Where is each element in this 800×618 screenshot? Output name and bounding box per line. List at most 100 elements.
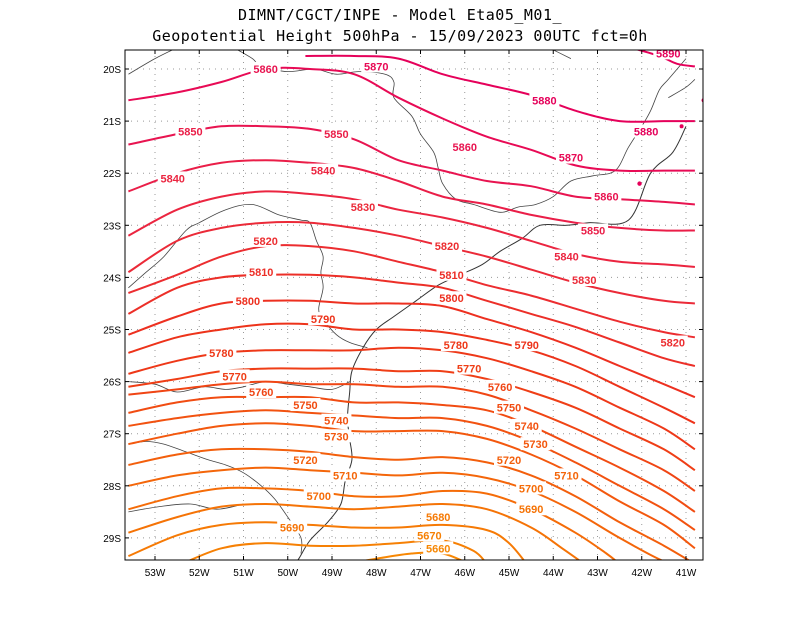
lat-label: 22S	[103, 169, 121, 180]
contour-label-5850: 5850	[581, 226, 605, 238]
lon-label: 51W	[233, 568, 254, 579]
contour-label-bg	[277, 520, 308, 534]
contour-label-bg	[321, 429, 352, 443]
contour-label-5880: 5880	[532, 95, 556, 107]
contour-label-5680: 5680	[426, 512, 450, 524]
contour-label-bg	[436, 267, 467, 281]
contour-label-bg	[516, 481, 547, 495]
contour-label-5670: 5670	[417, 530, 441, 542]
contour-label-bg	[529, 93, 560, 107]
lon-label: 44W	[543, 568, 564, 579]
contour-label-5750: 5750	[293, 400, 317, 412]
contour-label-bg	[347, 200, 378, 214]
contour-line-5720	[128, 447, 691, 560]
contour-label-bg	[361, 59, 392, 73]
contour-label-bg	[494, 400, 524, 414]
contour-label-bg	[308, 163, 339, 177]
chart-title-line-2: Geopotential Height 500hPa - 15/09/2023 …	[152, 27, 648, 45]
contour-label-5820: 5820	[253, 236, 277, 248]
contour-label-5660: 5660	[426, 543, 450, 555]
contour-line-5870	[128, 66, 695, 172]
lon-label: 53W	[145, 568, 166, 579]
contour-label-bg	[653, 50, 684, 60]
contour-label-5780: 5780	[209, 348, 233, 360]
contour-label-5700: 5700	[519, 483, 543, 495]
lon-label: 45W	[499, 568, 520, 579]
contour-line-5710	[128, 466, 664, 560]
contour-label-bg	[432, 239, 463, 253]
contour-label-bg	[511, 338, 542, 352]
contour-line-5670	[188, 539, 485, 560]
contour-labels: 5890 5860 5870 5880 5880 5850 5850 5860 5870 5840…	[157, 50, 688, 555]
island-marker	[637, 181, 642, 186]
contour-label-bg	[485, 379, 516, 393]
contour-line-5700	[128, 486, 617, 560]
contour-label-5770: 5770	[457, 364, 481, 376]
contour-label-bg	[423, 510, 454, 524]
contour-label-bg	[551, 468, 582, 482]
contour-label-5870: 5870	[364, 61, 388, 73]
contour-label-bg	[440, 338, 471, 352]
map-axes: 20S 21S 22S 23S 24S 25S 26S 27S 28S 29S 53W 52W 51W 5…	[103, 50, 703, 579]
contour-label-bg	[569, 273, 600, 287]
contour-label-bg	[436, 291, 467, 305]
contour-label-bg	[321, 127, 352, 141]
contour-label-5830: 5830	[351, 202, 375, 214]
contour-label-bg	[157, 171, 188, 185]
contour-label-bg	[631, 124, 662, 138]
contour-line-5750	[128, 395, 696, 513]
contour-line-5660	[362, 551, 463, 560]
contour-line-5850	[128, 159, 695, 232]
lon-label: 41W	[676, 568, 697, 579]
contour-label-5740: 5740	[514, 421, 538, 433]
lon-label: 52W	[189, 568, 210, 579]
contour-label-5860: 5860	[594, 192, 618, 204]
contour-label-5860: 5860	[253, 64, 277, 76]
contour-label-5840: 5840	[160, 173, 184, 185]
contour-label-5730: 5730	[324, 431, 348, 443]
contour-label-5840: 5840	[311, 166, 335, 178]
lon-label: 46W	[454, 568, 475, 579]
contour-label-5830: 5830	[572, 275, 596, 287]
contour-label-bg	[657, 335, 688, 349]
lon-label: 47W	[410, 568, 431, 579]
contour-label-5800: 5800	[439, 293, 463, 305]
contour-label-5850: 5850	[324, 129, 348, 141]
contour-label-5730: 5730	[523, 439, 547, 451]
contour-label-bg	[290, 452, 321, 466]
contour-label-5820: 5820	[435, 241, 459, 253]
contour-label-bg	[250, 62, 281, 75]
contour-label-5720: 5720	[293, 455, 317, 467]
contour-label-5690: 5690	[280, 522, 304, 534]
contour-line-5690	[128, 502, 581, 560]
contour-label-5840: 5840	[554, 252, 578, 264]
contour-label-bg	[290, 398, 321, 412]
contour-label-bg	[516, 502, 547, 516]
contour-line-5790	[128, 322, 696, 425]
contour-label-bg	[414, 528, 445, 542]
contour-line-5820	[128, 244, 696, 339]
contour-line-5840	[127, 190, 695, 268]
contour-label-bg	[219, 369, 250, 383]
contour-label-5850: 5850	[178, 127, 202, 139]
contour-label-5810: 5810	[439, 270, 463, 282]
contour-label-5860: 5860	[453, 142, 477, 154]
contour-label-bg	[423, 541, 454, 555]
contour-label-5800: 5800	[236, 296, 260, 308]
contour-label-5780: 5780	[444, 340, 468, 352]
contour-label-5880: 5880	[634, 127, 658, 139]
contour-label-5770: 5770	[222, 371, 246, 383]
contour-line-5890	[635, 50, 696, 68]
contour-line-5800	[128, 299, 696, 399]
lat-label: 28S	[103, 482, 121, 493]
lat-label: 21S	[103, 117, 121, 128]
contour-label-bg	[246, 385, 277, 399]
contour-label-bg	[449, 140, 480, 154]
contour-label-5790: 5790	[311, 314, 335, 326]
contour-label-bg	[578, 223, 609, 237]
contour-label-bg	[591, 189, 622, 203]
contour-line-5740	[128, 409, 696, 531]
contour-line-5830	[127, 221, 695, 305]
contour-label-bg	[250, 233, 281, 247]
contour-label-5700: 5700	[306, 491, 330, 503]
